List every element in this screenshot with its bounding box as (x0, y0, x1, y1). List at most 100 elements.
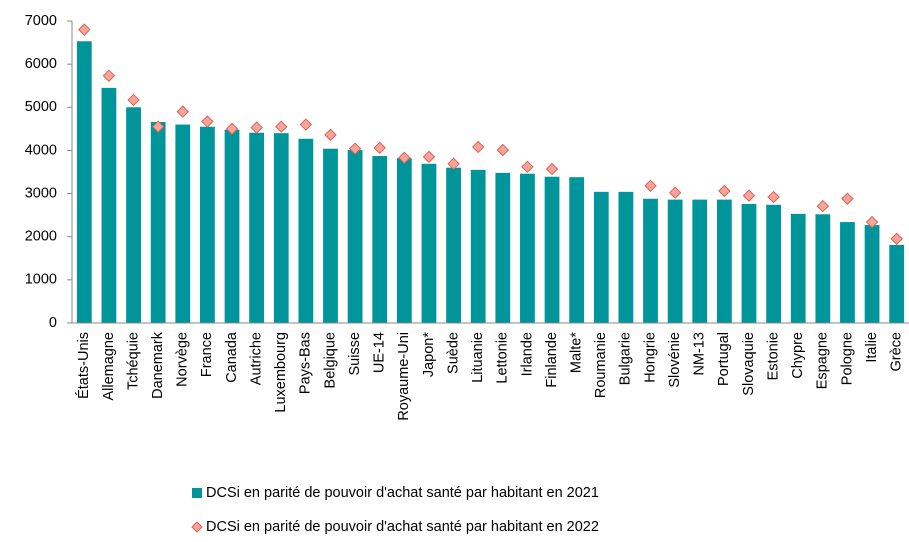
x-tick-label: Malte* (568, 332, 584, 373)
bar (618, 191, 634, 323)
diamond-marker (644, 179, 657, 193)
x-tick-label: NM-13 (692, 332, 708, 376)
x-tick-label: Grèce (889, 332, 905, 372)
bar (716, 199, 732, 323)
diamond-marker (250, 121, 263, 134)
x-tick-label: UE-14 (372, 332, 388, 373)
diamond-marker (545, 162, 559, 176)
x-tick-label: Slovaquie (741, 332, 757, 396)
legend-label: DCSi en parité de pouvoir d'achat santé … (206, 519, 599, 535)
x-tick-label: Italie (864, 332, 880, 363)
diamond-marker (471, 140, 485, 154)
bar (889, 244, 905, 323)
x-tick-label: Royaume-Uni (396, 332, 412, 421)
diamond-marker (890, 232, 903, 246)
x-tick-label: Japon* (421, 332, 437, 378)
x-tick-label: Finlande (544, 332, 560, 388)
bar (470, 169, 486, 323)
y-tick-label: 1000 (25, 272, 57, 288)
diamond-marker (78, 23, 91, 36)
x-tick-label: Pologne (839, 332, 855, 385)
x-tick-label: Irlande (519, 332, 535, 376)
legend-swatch (192, 488, 202, 498)
diamond-marker (718, 184, 731, 198)
legend-swatch (191, 521, 203, 533)
diamond-marker (816, 199, 830, 213)
bar (421, 163, 437, 323)
y-tick-label: 5000 (25, 99, 57, 115)
bar (864, 225, 880, 323)
diamond-marker (299, 118, 313, 131)
bar (741, 203, 757, 323)
diamond-marker (348, 142, 362, 155)
bar (76, 41, 92, 324)
x-tick-label: Lituanie (470, 332, 486, 383)
diamond-marker (102, 69, 116, 82)
diamond-marker (225, 122, 239, 136)
diamond-marker (742, 189, 756, 202)
bar (569, 177, 585, 323)
x-tick-label: Portugal (716, 332, 732, 386)
bar (643, 198, 658, 323)
bar (224, 129, 240, 323)
bar (175, 124, 191, 324)
diamond-marker (865, 215, 879, 229)
diamond-marker (447, 157, 460, 171)
bar (126, 107, 141, 324)
x-tick-label: Hongrie (642, 332, 658, 383)
bar (150, 121, 166, 323)
x-tick-label: Danemark (150, 331, 166, 399)
bar (446, 167, 461, 323)
legend-label: DCSi en parité de pouvoir d'achat santé … (206, 485, 599, 501)
y-tick-label: 2000 (25, 229, 57, 245)
x-tick-label: Norvège (175, 332, 191, 387)
diamond-marker (841, 192, 854, 205)
bar (101, 87, 117, 323)
bar (692, 199, 708, 323)
x-tick-label: Espagne (815, 332, 831, 389)
diamond-marker (668, 186, 682, 199)
bar (544, 176, 560, 323)
diamond-marker (275, 120, 288, 133)
x-tick-label: Chypre (790, 332, 806, 379)
diamond-marker (127, 93, 140, 107)
y-tick-label: 4000 (25, 142, 57, 158)
y-tick-label: 6000 (25, 56, 57, 72)
bar (495, 172, 511, 323)
bar (815, 214, 831, 323)
bar (249, 132, 265, 323)
x-tick-label: Bulgarie (618, 332, 634, 385)
diamond-marker (373, 141, 386, 155)
x-tick-label: Autriche (248, 332, 264, 385)
x-tick-label: Tchéquie (125, 332, 141, 390)
x-tick-label: Pays-Bas (298, 332, 314, 394)
x-tick-label: Belgique (322, 332, 338, 388)
bar (323, 148, 338, 323)
x-tick-label: Suède (445, 332, 461, 374)
bar (766, 204, 781, 323)
diamond-marker (151, 120, 165, 133)
diamond-marker (201, 115, 214, 128)
diamond-marker (521, 160, 534, 174)
bar (372, 156, 388, 323)
diamond-marker (496, 143, 510, 157)
diamond-marker (767, 190, 780, 204)
x-tick-label: France (199, 332, 215, 377)
x-tick-label: États-Unis (75, 332, 92, 399)
bar (347, 149, 363, 323)
bar (396, 158, 412, 323)
x-tick-label: Suisse (347, 332, 363, 376)
diamond-marker (422, 150, 436, 164)
diamond-marker (398, 151, 411, 164)
y-tick-label: 7000 (25, 13, 57, 29)
bar (200, 126, 215, 323)
x-tick-label: Canada (224, 331, 240, 383)
bar (790, 213, 806, 323)
bar (298, 138, 314, 323)
diamond-marker (176, 105, 189, 118)
bar (840, 222, 855, 323)
y-tick-label: 0 (49, 315, 57, 331)
x-tick-label: Estonie (765, 332, 781, 380)
bar (593, 191, 609, 323)
